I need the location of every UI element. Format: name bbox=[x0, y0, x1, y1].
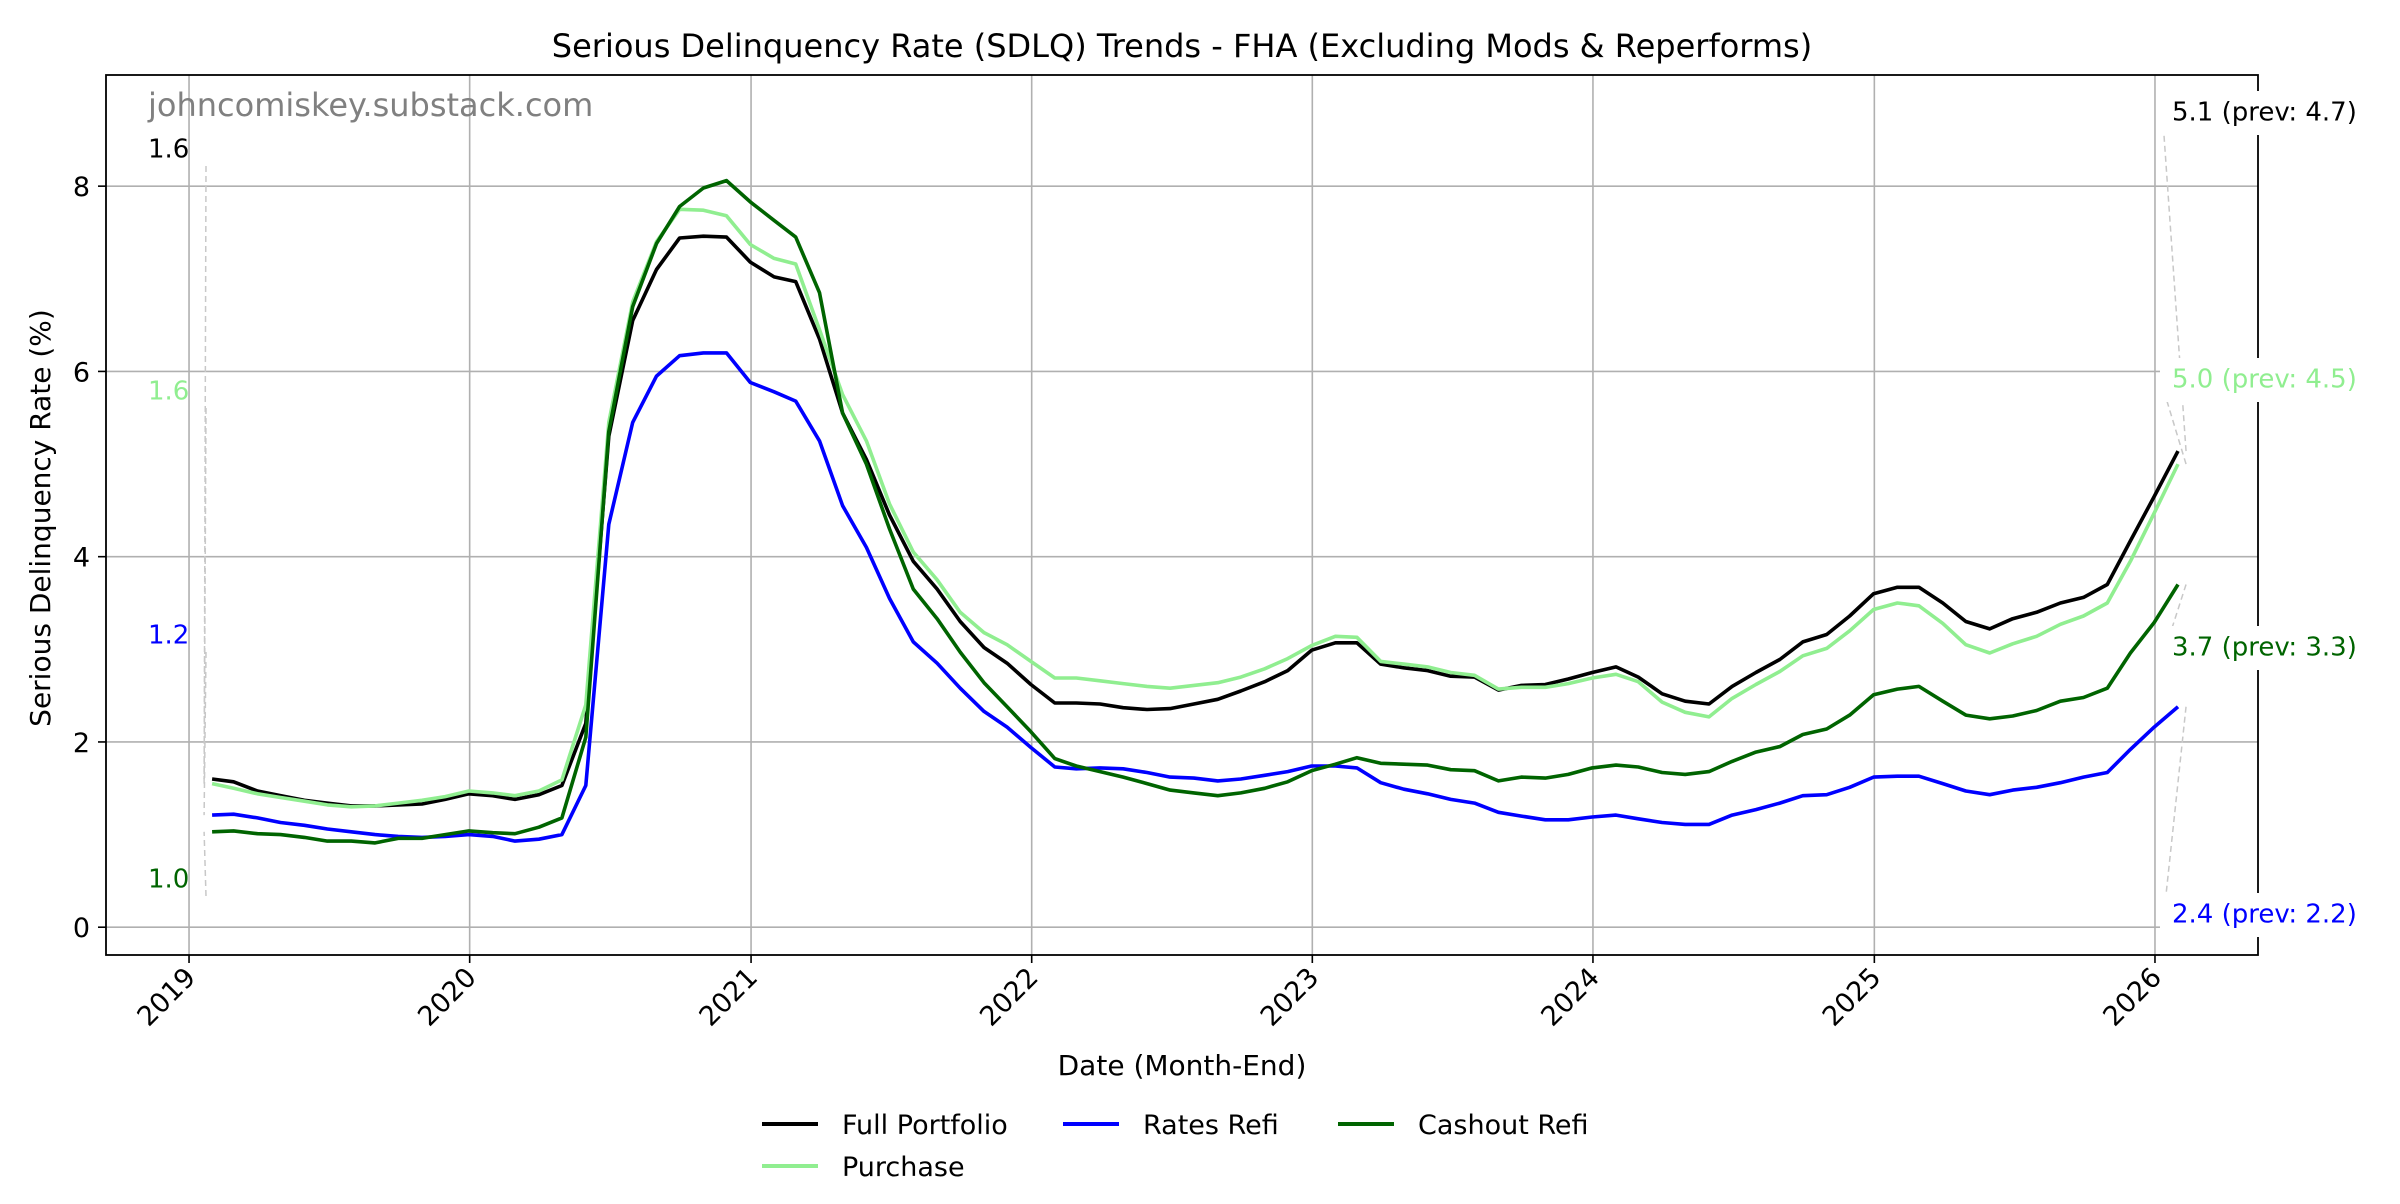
end-annotation-connector bbox=[2162, 706, 2187, 924]
legend-label: Full Portfolio bbox=[842, 1110, 1008, 1141]
legend-item-purchase: Purchase bbox=[762, 1152, 965, 1183]
start-value-label-purchase: 1.6 bbox=[148, 377, 189, 407]
watermark: johncomiskey.substack.com bbox=[147, 86, 593, 124]
start-annotation-connector bbox=[203, 831, 207, 897]
y-axis-label: Serious Delinquency Rate (%) bbox=[24, 309, 57, 727]
legend: Full Portfolio Rates Refi Cashout Refi Purc… bbox=[762, 1110, 1589, 1183]
y-axis-ticks: 0 2 4 6 8 bbox=[73, 172, 106, 944]
chart-title: Serious Delinquency Rate (SDLQ) Trends -… bbox=[552, 27, 1812, 65]
legend-item-rates-refi: Rates Refi bbox=[1063, 1110, 1279, 1141]
end-annotation-background bbox=[2160, 893, 2380, 937]
series-line-cashout-refi bbox=[212, 178, 2180, 845]
plot-frame bbox=[105, 74, 2259, 956]
y-tick-label: 8 bbox=[73, 172, 90, 203]
end-value-label-full-portfolio: 5.1 (prev: 4.7) bbox=[2172, 98, 2357, 128]
series-line-full-portfolio bbox=[211, 234, 2180, 808]
end-annotation-connector bbox=[2162, 387, 2187, 465]
y-tick-label: 6 bbox=[73, 357, 90, 388]
end-value-label-rates-refi: 2.4 (prev: 2.2) bbox=[2172, 900, 2357, 930]
end-annotation-background bbox=[2160, 626, 2380, 670]
start-annotation-connector bbox=[203, 407, 207, 784]
y-tick-label: 4 bbox=[73, 543, 90, 574]
legend-label: Rates Refi bbox=[1143, 1110, 1279, 1141]
legend-label: Purchase bbox=[842, 1152, 965, 1183]
y-tick-label: 2 bbox=[73, 728, 90, 759]
series-line-purchase bbox=[211, 207, 2180, 809]
start-annotation-connector bbox=[203, 651, 207, 816]
start-value-label-full-portfolio: 1.6 bbox=[148, 135, 189, 165]
end-value-label-purchase: 5.0 (prev: 4.5) bbox=[2172, 365, 2357, 395]
start-value-label-cashout-refi: 1.0 bbox=[148, 865, 189, 895]
start-value-label-rates-refi: 1.2 bbox=[148, 621, 189, 651]
x-axis-label: Date (Month-End) bbox=[1058, 1049, 1307, 1082]
legend-label: Cashout Refi bbox=[1418, 1110, 1589, 1141]
annotations: 1.6 1.6 1.2 1.0 5.1 (prev: 4.7) 5.0 (prev: 4.… bbox=[148, 91, 2380, 937]
end-value-label-cashout-refi: 3.7 (prev: 3.3) bbox=[2172, 633, 2357, 663]
legend-item-full-portfolio: Full Portfolio bbox=[762, 1110, 1008, 1141]
series-lines bbox=[211, 178, 2180, 845]
end-annotation-background bbox=[2160, 358, 2380, 402]
end-annotation-background bbox=[2160, 91, 2380, 135]
start-annotation-connector bbox=[203, 165, 207, 780]
series-line-rates-refi bbox=[212, 351, 2180, 843]
y-tick-label: 0 bbox=[73, 913, 90, 944]
legend-item-cashout-refi: Cashout Refi bbox=[1338, 1110, 1589, 1141]
